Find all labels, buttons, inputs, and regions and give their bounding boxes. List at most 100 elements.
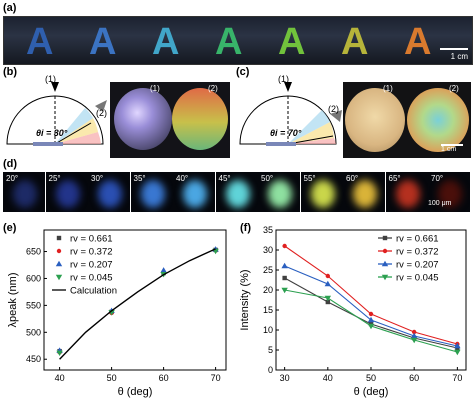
series [281,262,461,349]
panel-a-label: (a) [3,2,17,14]
x-tick-label: 50 [366,373,376,383]
letter-a-2: A [89,21,117,63]
x-tick-label: 70 [211,373,221,383]
letter-a-1: A [26,21,54,63]
y-tick-label: 20 [263,285,273,295]
legend-label: rv = 0.372 [396,247,439,258]
micrograph-glow [225,180,250,208]
scale-label: 1 cm [450,52,468,61]
y-tick-label: 600 [26,273,41,283]
tile-angle-label: 30° [91,174,104,183]
letter-a-4: A [215,21,243,63]
b-marker-2: (2) [96,108,107,118]
x-tick-label: 60 [159,373,169,383]
tile-angle-label: 45° [218,174,231,183]
letter-a-7: A [404,21,432,63]
c-photo1-label: (1) [383,84,393,93]
letter-a-3: A [152,21,180,63]
data-point [381,274,389,281]
d-scale-label: 100 μm [428,200,452,207]
panel-c-label: (c) [236,66,250,78]
panel-b-label: (b) [3,66,18,78]
y-tick-label: 25 [263,265,273,275]
data-point [324,280,332,287]
micrograph-glow [395,180,420,208]
micrograph-tile: 65° [385,172,428,212]
b-photo2-label: (2) [208,84,218,93]
c-marker-2: (2) [328,104,339,114]
x-tick-label: 30 [280,373,290,383]
data-point [454,342,461,349]
micrograph-glow [268,180,292,208]
data-point [381,260,389,267]
micrograph-tile: 70° [428,172,470,212]
c-marker-1: (1) [278,74,289,84]
y-tick-label: 10 [263,325,273,335]
data-point [56,248,62,254]
chart-f: 30 40 50 60 70 0 5 10 15 20 25 30 35 θ (deg) Intensity… [239,225,467,398]
series-line [59,248,216,360]
legend-label: Calculation [70,286,117,297]
series [59,248,216,360]
data-point [56,235,62,241]
micrograph-glow [98,180,122,208]
y-tick-label: 650 [26,247,41,257]
y-tick-label: 35 [263,225,273,235]
micrograph-glow [13,180,37,208]
y-tick-label: 450 [26,354,41,364]
micrograph-tile: 20° [3,172,45,212]
panel-f-label: (f) [240,222,251,234]
data-point [410,332,418,339]
micrograph-glow [438,180,462,208]
c-angle-label: θi = 70° [270,128,302,138]
data-point [454,349,461,356]
data-point [55,274,63,281]
scale-bar [440,48,468,50]
panel-d-label: (d) [3,158,18,170]
panel-c-photos: (1) (2) 1 cm [343,82,471,158]
data-point [325,273,331,279]
micrograph-tile: 30° [88,172,130,212]
tile-angle-label: 40° [176,174,189,183]
panel-b-photos: (1) (2) [110,82,230,158]
panel-e-label: (e) [3,222,17,234]
micrograph-tile: 25° [45,172,88,212]
micrograph-tile: 60° [343,172,385,212]
tile-angle-label: 60° [346,174,359,183]
x-tick-label: 40 [55,373,65,383]
c-photo2-label: (2) [449,84,459,93]
letter-a-5: A [278,21,306,63]
data-point [411,329,417,335]
data-point [367,323,375,330]
data-point [281,287,288,294]
tile-angle-label: 25° [48,174,61,183]
data-point [160,267,167,273]
micrograph-glow [140,180,165,208]
legend: rv = 0.661 rv = 0.372 rv = 0.207 rv = 0.045… [52,234,117,297]
x-axis-label: θ (deg) [354,386,389,398]
b-photo1-label: (1) [150,84,160,93]
tile-angle-label: 65° [388,174,401,183]
c-scale-label: 1 cm [441,146,457,153]
tile-angle-label: 35° [133,174,146,183]
b-marker-1: (1) [45,74,56,84]
series [282,243,460,347]
y-tick-label: 5 [268,345,273,355]
data-point [410,337,418,344]
y-tick-label: 30 [263,245,273,255]
y-axis-label: λpeak (nm) [7,272,19,327]
tile-angle-label: 55° [303,174,316,183]
legend-label: rv = 0.207 [396,260,439,271]
legend-label: rv = 0.207 [70,260,113,271]
data-point [367,316,375,323]
data-point [56,350,63,356]
y-tick-label: 500 [26,327,41,337]
tile-angle-label: 70° [431,174,444,183]
letter-a-6: A [341,21,369,63]
legend: rv = 0.661 rv = 0.372 rv = 0.207 rv = 0.045 [378,234,439,284]
x-tick-label: 60 [409,373,419,383]
data-point [55,260,63,267]
data-point [282,243,287,249]
tile-angle-label: 20° [6,174,19,183]
series [281,287,461,356]
